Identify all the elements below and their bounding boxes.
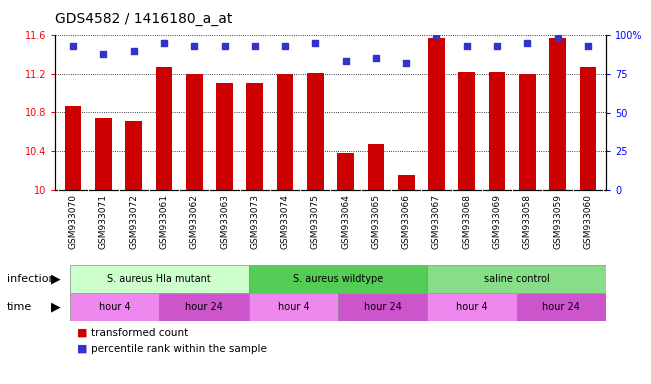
- Point: [159, 40, 169, 46]
- Point: [189, 43, 199, 49]
- Text: GSM933059: GSM933059: [553, 194, 562, 249]
- Text: GSM933064: GSM933064: [341, 194, 350, 248]
- Bar: [156, 67, 173, 190]
- Text: GSM933063: GSM933063: [220, 194, 229, 249]
- Point: [128, 48, 139, 54]
- Point: [98, 51, 109, 57]
- Text: hour 4: hour 4: [277, 302, 309, 312]
- Bar: [427, 293, 517, 321]
- Point: [462, 43, 472, 49]
- Text: saline control: saline control: [484, 274, 549, 284]
- Point: [522, 40, 533, 46]
- Bar: [338, 293, 427, 321]
- Text: GSM933075: GSM933075: [311, 194, 320, 249]
- Text: ■: ■: [77, 344, 87, 354]
- Bar: [427, 265, 606, 293]
- Text: infection: infection: [7, 274, 55, 284]
- Text: S. aureus wildtype: S. aureus wildtype: [293, 274, 383, 284]
- Point: [68, 43, 78, 49]
- Bar: [247, 83, 263, 190]
- Bar: [277, 74, 294, 190]
- Bar: [70, 265, 249, 293]
- Text: GSM933062: GSM933062: [189, 194, 199, 248]
- Bar: [249, 265, 427, 293]
- Bar: [337, 153, 354, 190]
- Point: [431, 32, 441, 38]
- Bar: [517, 293, 606, 321]
- Text: GSM933067: GSM933067: [432, 194, 441, 249]
- Bar: [65, 106, 81, 190]
- Point: [370, 55, 381, 61]
- Point: [219, 43, 230, 49]
- Point: [340, 58, 351, 65]
- Text: GDS4582 / 1416180_a_at: GDS4582 / 1416180_a_at: [55, 12, 232, 26]
- Text: hour 24: hour 24: [542, 302, 580, 312]
- Point: [280, 43, 290, 49]
- Point: [310, 40, 320, 46]
- Point: [401, 60, 411, 66]
- Bar: [549, 38, 566, 190]
- Text: GSM933066: GSM933066: [402, 194, 411, 249]
- Text: ■: ■: [77, 328, 87, 338]
- Bar: [579, 67, 596, 190]
- Point: [583, 43, 593, 49]
- Bar: [428, 38, 445, 190]
- Text: GSM933069: GSM933069: [493, 194, 501, 249]
- Bar: [489, 72, 505, 190]
- Text: GSM933060: GSM933060: [583, 194, 592, 249]
- Bar: [70, 293, 159, 321]
- Bar: [519, 74, 536, 190]
- Text: hour 4: hour 4: [456, 302, 488, 312]
- Text: hour 24: hour 24: [185, 302, 223, 312]
- Text: ▶: ▶: [51, 273, 60, 285]
- Point: [492, 43, 502, 49]
- Text: GSM933070: GSM933070: [68, 194, 77, 249]
- Bar: [368, 144, 384, 190]
- Bar: [398, 175, 415, 190]
- Text: GSM933074: GSM933074: [281, 194, 290, 248]
- Bar: [216, 83, 233, 190]
- Bar: [249, 293, 338, 321]
- Text: GSM933073: GSM933073: [251, 194, 259, 249]
- Bar: [307, 73, 324, 190]
- Point: [249, 43, 260, 49]
- Text: GSM933061: GSM933061: [159, 194, 169, 249]
- Bar: [95, 118, 112, 190]
- Text: percentile rank within the sample: percentile rank within the sample: [91, 344, 267, 354]
- Text: GSM933068: GSM933068: [462, 194, 471, 249]
- Text: S. aureus Hla mutant: S. aureus Hla mutant: [107, 274, 211, 284]
- Text: GSM933071: GSM933071: [99, 194, 108, 249]
- Text: transformed count: transformed count: [91, 328, 188, 338]
- Text: hour 4: hour 4: [99, 302, 130, 312]
- Bar: [458, 72, 475, 190]
- Text: time: time: [7, 302, 32, 312]
- Text: GSM933058: GSM933058: [523, 194, 532, 249]
- Text: ▶: ▶: [51, 301, 60, 313]
- Point: [552, 35, 562, 41]
- Bar: [126, 121, 142, 190]
- Text: GSM933065: GSM933065: [372, 194, 380, 249]
- Bar: [186, 74, 202, 190]
- Text: GSM933072: GSM933072: [129, 194, 138, 248]
- Text: hour 24: hour 24: [364, 302, 402, 312]
- Bar: [159, 293, 249, 321]
